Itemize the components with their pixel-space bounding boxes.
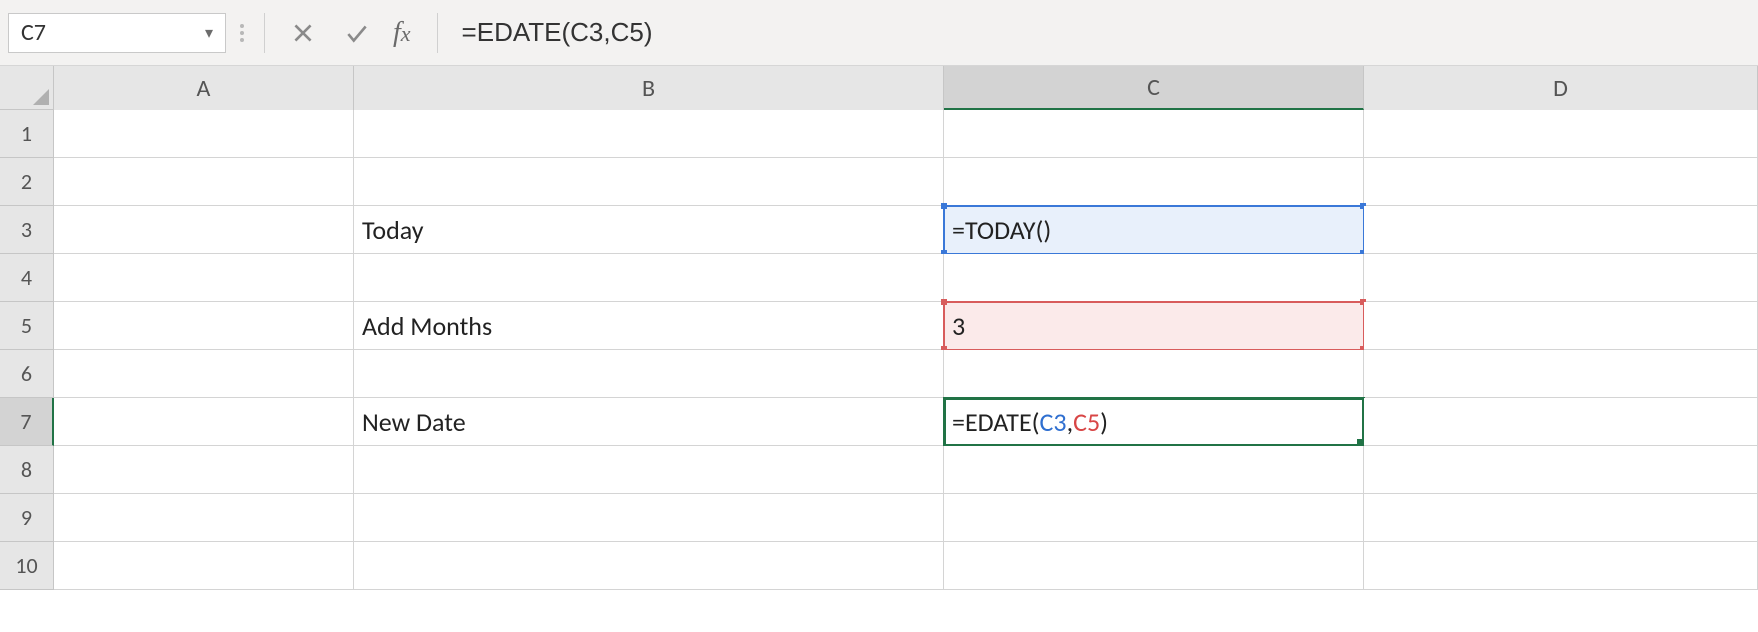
- cell-C10[interactable]: [944, 542, 1364, 590]
- cell-D1[interactable]: [1364, 110, 1758, 158]
- name-box[interactable]: C7 ▾: [8, 13, 226, 53]
- fx-label[interactable]: fx: [389, 17, 421, 49]
- cell-B9[interactable]: [354, 494, 944, 542]
- row-2: 2: [0, 158, 1758, 206]
- row-9: 9: [0, 494, 1758, 542]
- cancel-icon[interactable]: [281, 13, 325, 53]
- formula-bar-grip[interactable]: [236, 24, 248, 42]
- cell-D8[interactable]: [1364, 446, 1758, 494]
- cell-text: Add Months: [362, 310, 492, 342]
- cell-C5[interactable]: 3: [944, 302, 1364, 350]
- cell-C8[interactable]: [944, 446, 1364, 494]
- cell-B8[interactable]: [354, 446, 944, 494]
- row-7: 7 New Date =EDATE(C3,C5): [0, 398, 1758, 446]
- cell-A3[interactable]: [54, 206, 354, 254]
- cell-B10[interactable]: [354, 542, 944, 590]
- grid: ABCD 123Today=TODAY()45Add Months367New …: [0, 66, 1758, 632]
- row-header-3[interactable]: 3: [0, 206, 54, 254]
- column-headers: ABCD: [0, 66, 1758, 110]
- enter-icon[interactable]: [335, 13, 379, 53]
- column-header-D[interactable]: D: [1364, 66, 1758, 110]
- cell-D5[interactable]: [1364, 302, 1758, 350]
- cell-D4[interactable]: [1364, 254, 1758, 302]
- cell-D9[interactable]: [1364, 494, 1758, 542]
- cell-A9[interactable]: [54, 494, 354, 542]
- row-header-2[interactable]: 2: [0, 158, 54, 206]
- cell-C3[interactable]: =TODAY(): [944, 206, 1364, 254]
- row-header-9[interactable]: 9: [0, 494, 54, 542]
- row-header-5[interactable]: 5: [0, 302, 54, 350]
- cell-A5[interactable]: [54, 302, 354, 350]
- cell-text: New Date: [362, 406, 466, 438]
- formula-input[interactable]: [454, 13, 1750, 53]
- cell-B2[interactable]: [354, 158, 944, 206]
- excel-window: C7 ▾ fx ABCD 123Today=TODAY()45Add Mon: [0, 0, 1758, 632]
- cell-A2[interactable]: [54, 158, 354, 206]
- cell-D7[interactable]: [1364, 398, 1758, 446]
- row-header-8[interactable]: 8: [0, 446, 54, 494]
- range-handle[interactable]: [941, 203, 947, 209]
- cell-A10[interactable]: [54, 542, 354, 590]
- column-header-B[interactable]: B: [354, 66, 944, 110]
- cell-B1[interactable]: [354, 110, 944, 158]
- cell-B7[interactable]: New Date: [354, 398, 944, 446]
- cell-text: =EDATE(C3,C5): [952, 406, 1108, 438]
- grid-body: 123Today=TODAY()45Add Months367New Date=…: [0, 110, 1758, 632]
- select-all-corner[interactable]: [0, 66, 54, 110]
- cell-B5[interactable]: Add Months: [354, 302, 944, 350]
- row-1: 1: [0, 110, 1758, 158]
- cell-C4[interactable]: [944, 254, 1364, 302]
- column-header-C[interactable]: C: [944, 66, 1364, 110]
- name-box-value: C7: [21, 18, 205, 47]
- cell-A1[interactable]: [54, 110, 354, 158]
- row-6: 6: [0, 350, 1758, 398]
- cell-A8[interactable]: [54, 446, 354, 494]
- row-header-4[interactable]: 4: [0, 254, 54, 302]
- cell-C6[interactable]: [944, 350, 1364, 398]
- cell-C1[interactable]: [944, 110, 1364, 158]
- formula-bar: C7 ▾ fx: [0, 0, 1758, 66]
- row-header-7[interactable]: 7: [0, 398, 54, 446]
- cell-D6[interactable]: [1364, 350, 1758, 398]
- range-handle[interactable]: [941, 299, 947, 305]
- cell-B6[interactable]: [354, 350, 944, 398]
- row-8: 8: [0, 446, 1758, 494]
- cell-A7[interactable]: [54, 398, 354, 446]
- cell-D2[interactable]: [1364, 158, 1758, 206]
- row-header-10[interactable]: 10: [0, 542, 54, 590]
- cell-A4[interactable]: [54, 254, 354, 302]
- row-header-6[interactable]: 6: [0, 350, 54, 398]
- row-5: 5 Add Months 3: [0, 302, 1758, 350]
- row-3: 3 Today =TODAY(): [0, 206, 1758, 254]
- row-4: 4: [0, 254, 1758, 302]
- divider: [264, 13, 265, 53]
- cell-A6[interactable]: [54, 350, 354, 398]
- cell-D10[interactable]: [1364, 542, 1758, 590]
- cell-B4[interactable]: [354, 254, 944, 302]
- column-header-A[interactable]: A: [54, 66, 354, 110]
- chevron-down-icon[interactable]: ▾: [205, 23, 213, 43]
- cell-D3[interactable]: [1364, 206, 1758, 254]
- cell-text: 3: [952, 310, 965, 342]
- row-10: 10: [0, 542, 1758, 590]
- cell-C9[interactable]: [944, 494, 1364, 542]
- row-header-1[interactable]: 1: [0, 110, 54, 158]
- cell-B3[interactable]: Today: [354, 206, 944, 254]
- cell-text: Today: [362, 214, 423, 246]
- cell-text: =TODAY(): [952, 214, 1051, 246]
- divider: [437, 13, 438, 53]
- cell-C2[interactable]: [944, 158, 1364, 206]
- cell-C7[interactable]: =EDATE(C3,C5): [944, 398, 1364, 446]
